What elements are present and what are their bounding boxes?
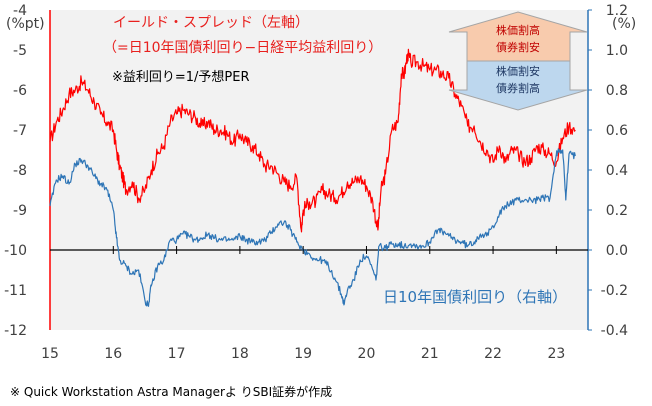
right-tick-label: 0.2 — [606, 203, 628, 219]
left-tick-label: -10 — [4, 243, 27, 259]
left-tick-label: -8 — [13, 163, 27, 179]
series-line-yield_spread — [49, 48, 576, 233]
series-line-jgb_10y — [49, 148, 576, 307]
arrow-down-line-1: 株価割安 — [496, 64, 540, 78]
right-tick-label: -0.4 — [601, 323, 628, 339]
x-tick-label: 17 — [168, 346, 186, 362]
x-tick-label: 23 — [547, 346, 565, 362]
left-tick-label: -6 — [13, 83, 27, 99]
source-note: ※ Quick Workstation Astra Managerよ りSBI証… — [10, 385, 333, 399]
left-tick-label: -12 — [4, 323, 27, 339]
right-tick-label: 1.2 — [606, 3, 628, 19]
right-axis-unit: (%) — [612, 16, 636, 32]
x-tick-label: 21 — [421, 346, 439, 362]
ticks-layer: -4 -5 -6 -7 -8 -9 -10 -11 -12 1.2 1.0 0.8 0.6 0.4 0.2 0… — [4, 3, 628, 362]
left-tick-label: -7 — [13, 123, 27, 139]
undervalued-arrow: 株価割安 債券割高 — [448, 60, 588, 111]
left-axis-unit: (%pt) — [6, 16, 45, 32]
right-tick-label: -0.2 — [601, 283, 628, 299]
arrow-up-line-2: 債券割安 — [496, 40, 540, 54]
series-layer — [49, 48, 576, 307]
arrow-up-line-1: 株価割高 — [496, 23, 540, 37]
x-tick-label: 16 — [104, 346, 122, 362]
x-tick-label: 15 — [41, 346, 59, 362]
red-series-title: イールド・スプレッド（左軸） — [113, 15, 309, 31]
left-tick-label: -11 — [4, 283, 27, 299]
blue-series-label: 日10年国債利回り（右軸） — [383, 288, 567, 306]
x-tick-label: 19 — [294, 346, 312, 362]
right-tick-label: 0.8 — [606, 83, 628, 99]
arrow-down-line-2: 債券割高 — [496, 81, 540, 95]
overvalued-arrow: 株価割高 債券割安 — [448, 11, 588, 64]
x-tick-label: 22 — [484, 346, 502, 362]
right-tick-label: 0.4 — [606, 163, 628, 179]
earnings-yield-note: ※益利回り=1/予想PER — [112, 69, 250, 85]
left-tick-label: -4 — [13, 3, 27, 19]
right-tick-label: 1.0 — [606, 43, 628, 59]
x-tick-label: 20 — [358, 346, 376, 362]
red-series-formula: （=日10年国債利回り−日経平均益利回り） — [103, 40, 382, 56]
left-tick-label: -9 — [13, 203, 27, 219]
left-tick-label: -5 — [13, 43, 27, 59]
x-tick-label: 18 — [231, 346, 249, 362]
right-tick-label: 0.6 — [606, 123, 628, 139]
right-tick-label: 0.0 — [606, 243, 628, 259]
